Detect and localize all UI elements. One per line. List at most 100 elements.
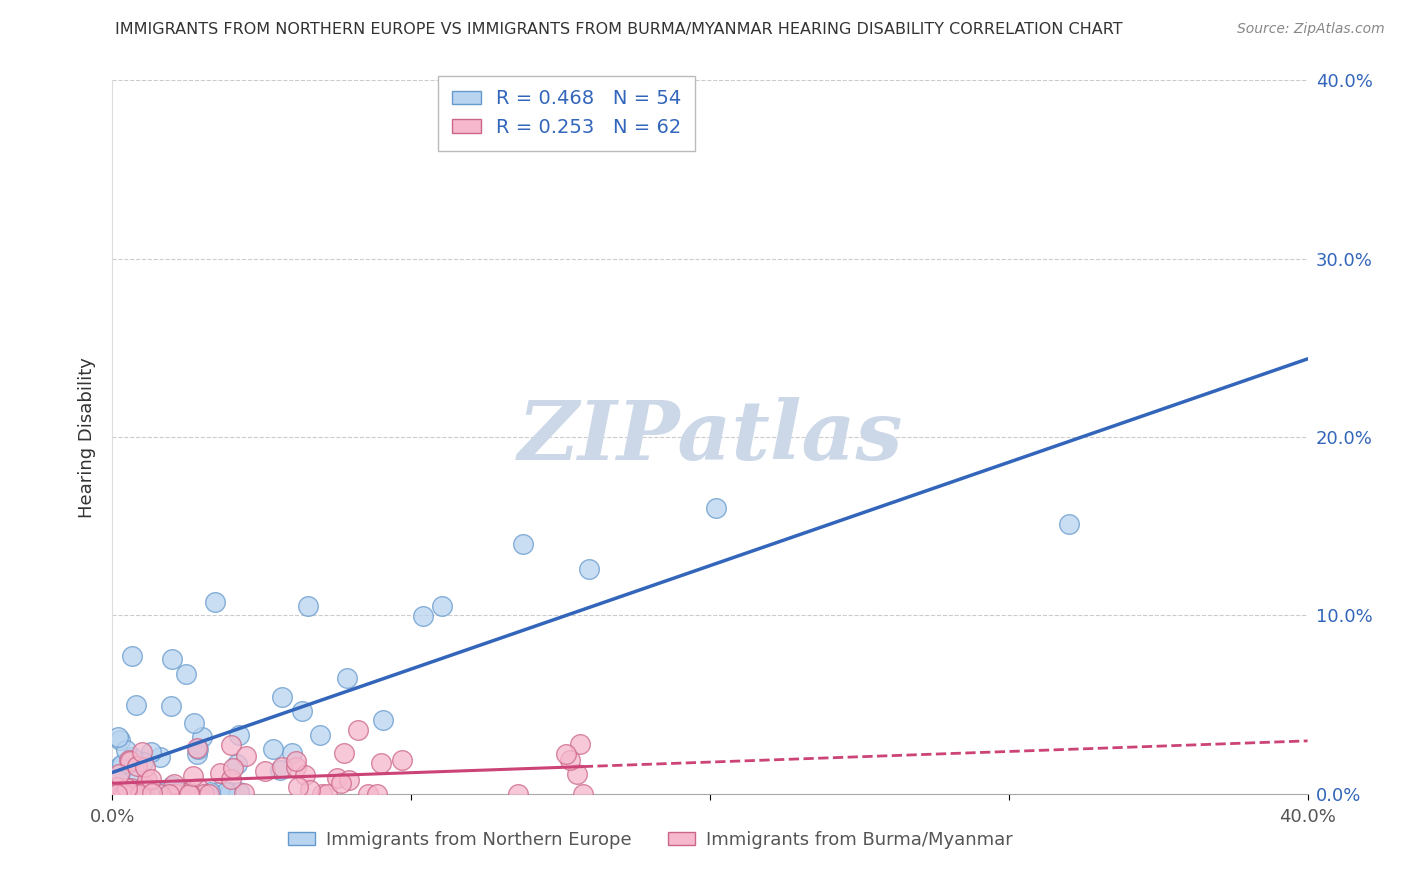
Point: [370, 756, 392, 770]
Point: [115, 781, 138, 796]
Point: [152, 785, 174, 799]
Y-axis label: Hearing Disability: Hearing Disability: [77, 357, 96, 517]
Point: [157, 787, 180, 801]
Point: [287, 780, 309, 794]
Point: [174, 667, 197, 681]
Point: [136, 773, 159, 788]
Point: [121, 750, 143, 764]
Point: [347, 723, 370, 738]
Point: [316, 787, 339, 801]
Point: [281, 746, 304, 760]
Point: [204, 595, 226, 609]
Text: ZIPatlas: ZIPatlas: [517, 397, 903, 477]
Point: [177, 785, 200, 799]
Point: [179, 785, 201, 799]
Point: [125, 787, 148, 801]
Point: [558, 753, 581, 767]
Point: [111, 785, 134, 799]
Point: [118, 754, 141, 768]
Point: [554, 747, 576, 761]
Point: [297, 599, 319, 613]
Point: [108, 760, 131, 774]
Point: [141, 785, 163, 799]
Point: [186, 747, 208, 762]
Point: [571, 787, 593, 801]
Point: [366, 787, 388, 801]
Point: [215, 785, 238, 799]
Point: [1057, 516, 1080, 531]
Point: [131, 755, 153, 769]
Point: [179, 787, 201, 801]
Point: [134, 760, 156, 774]
Point: [107, 780, 129, 794]
Point: [207, 785, 229, 799]
Point: [219, 739, 242, 753]
Point: [136, 785, 159, 799]
Point: [432, 599, 454, 613]
Point: [139, 772, 162, 786]
Point: [176, 785, 198, 799]
Point: [704, 501, 727, 516]
Point: [120, 780, 142, 795]
Point: [121, 648, 143, 663]
Point: [134, 785, 156, 799]
Point: [155, 785, 177, 799]
Point: [270, 690, 292, 705]
Point: [218, 785, 240, 799]
Point: [291, 704, 314, 718]
Point: [284, 754, 307, 768]
Point: [162, 777, 184, 791]
Point: [110, 733, 132, 747]
Point: [193, 787, 215, 801]
Point: [221, 761, 243, 775]
Point: [309, 728, 332, 742]
Point: [228, 728, 250, 742]
Point: [298, 783, 321, 797]
Point: [187, 742, 209, 756]
Point: [111, 757, 134, 772]
Legend: Immigrants from Northern Europe, Immigrants from Burma/Myanmar: Immigrants from Northern Europe, Immigra…: [281, 824, 1019, 856]
Point: [141, 745, 163, 759]
Point: [131, 745, 153, 759]
Point: [149, 787, 172, 801]
Point: [330, 776, 353, 790]
Point: [228, 785, 250, 799]
Point: [235, 749, 257, 764]
Point: [326, 771, 349, 785]
Point: [336, 671, 359, 685]
Point: [111, 787, 134, 801]
Point: [271, 760, 294, 774]
Point: [183, 715, 205, 730]
Point: [371, 713, 394, 727]
Point: [118, 753, 141, 767]
Point: [333, 746, 356, 760]
Point: [107, 731, 129, 745]
Point: [311, 787, 333, 801]
Point: [107, 773, 129, 788]
Point: [569, 737, 592, 751]
Point: [167, 785, 190, 799]
Text: Source: ZipAtlas.com: Source: ZipAtlas.com: [1237, 22, 1385, 37]
Point: [115, 785, 138, 799]
Point: [285, 760, 308, 774]
Point: [512, 537, 534, 551]
Point: [269, 763, 291, 777]
Point: [129, 787, 152, 801]
Point: [160, 698, 183, 713]
Point: [134, 779, 156, 793]
Point: [209, 766, 232, 780]
Point: [127, 772, 149, 787]
Point: [183, 769, 205, 783]
Point: [108, 766, 131, 780]
Point: [165, 787, 187, 801]
Point: [105, 787, 128, 801]
Point: [356, 787, 378, 801]
Point: [262, 742, 284, 756]
Point: [179, 787, 201, 801]
Point: [506, 787, 529, 801]
Point: [578, 562, 600, 576]
Point: [567, 766, 589, 780]
Point: [232, 786, 254, 800]
Point: [337, 773, 360, 788]
Point: [115, 742, 138, 756]
